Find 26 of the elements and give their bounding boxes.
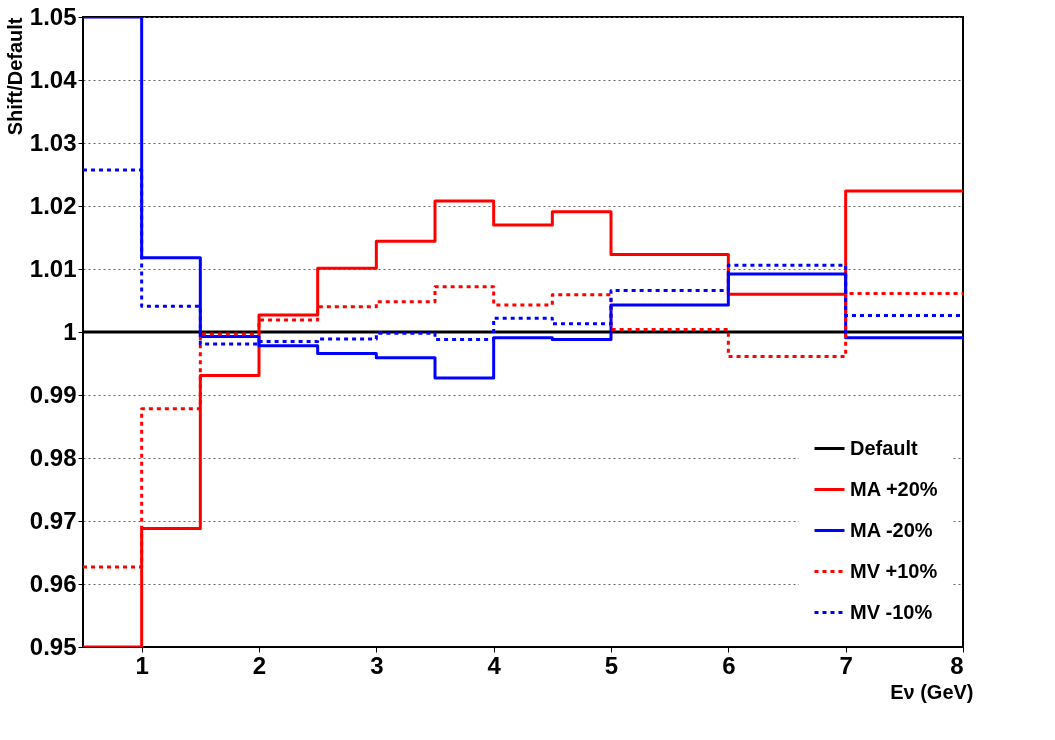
legend-label: MA +20% bbox=[850, 477, 938, 500]
x-tick-label: 1 bbox=[135, 651, 149, 679]
x-tick-label: 5 bbox=[604, 651, 619, 679]
x-axis-title: Eν (GeV) bbox=[890, 680, 974, 703]
legend-label: Default bbox=[850, 436, 919, 459]
y-tick-label: 1.02 bbox=[29, 191, 77, 219]
y-tick-label: 0.98 bbox=[29, 443, 77, 471]
y-tick-label: 0.95 bbox=[29, 632, 77, 660]
y-tick-label: 1 bbox=[63, 317, 77, 345]
x-tick-label: 7 bbox=[839, 651, 853, 679]
y-tick-label: 1.04 bbox=[29, 65, 78, 93]
y-axis-title: Shift/Default bbox=[3, 17, 26, 136]
x-tick-label: 8 bbox=[950, 651, 964, 679]
legend-label: MV -10% bbox=[850, 600, 933, 623]
y-tick-label: 0.99 bbox=[29, 380, 77, 408]
y-tick-label: 1.03 bbox=[29, 128, 77, 156]
x-tick-label: 3 bbox=[370, 651, 384, 679]
y-tick-label: 1.05 bbox=[29, 2, 77, 30]
legend-label: MV +10% bbox=[850, 559, 938, 582]
legend-label: MA -20% bbox=[850, 518, 933, 541]
x-tick-label: 2 bbox=[252, 651, 267, 679]
x-tick-label: 6 bbox=[722, 651, 736, 679]
y-tick-label: 1.01 bbox=[29, 254, 77, 282]
y-tick-label: 0.96 bbox=[29, 569, 77, 597]
y-tick-label: 0.97 bbox=[29, 506, 77, 534]
x-tick-label: 4 bbox=[487, 651, 502, 679]
